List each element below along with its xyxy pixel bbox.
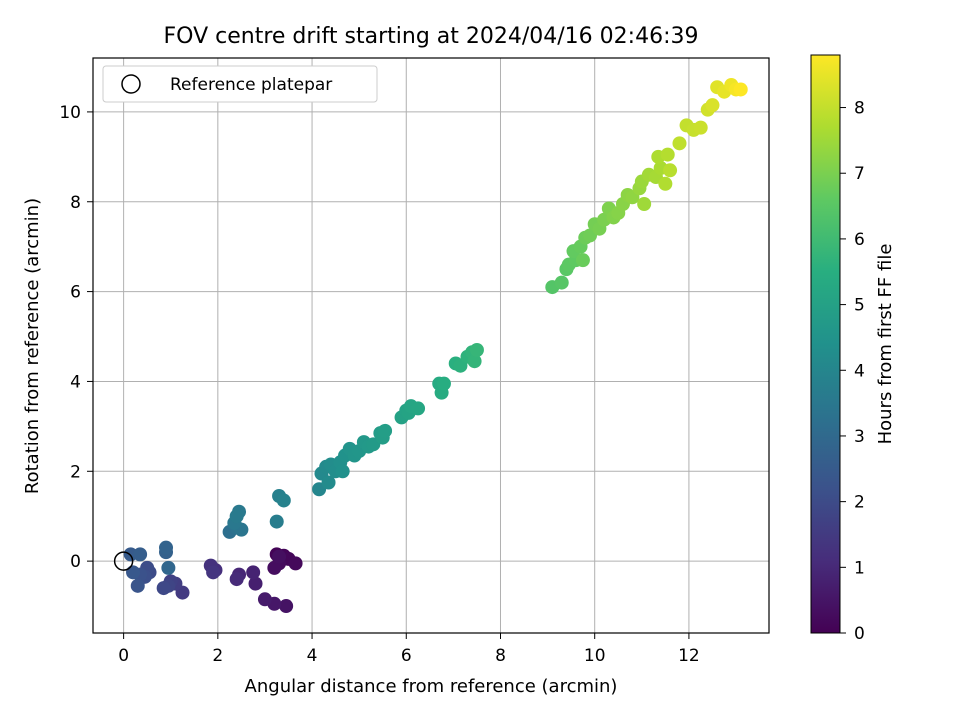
data-point: [672, 136, 687, 151]
x-tick-label: 12: [678, 646, 700, 666]
x-tick-label: 6: [401, 646, 412, 666]
data-point: [156, 581, 171, 596]
data-point: [133, 547, 148, 562]
data-point: [663, 163, 678, 178]
data-point: [229, 572, 244, 587]
data-point: [660, 147, 675, 162]
x-axis-ticks: 0 2 4 6 8 10 12: [118, 633, 700, 666]
legend-entry: Reference platepar: [170, 75, 332, 95]
y-tick-label: 0: [70, 552, 81, 572]
reference-platepar-marker: [113, 551, 134, 571]
colorbar-tick-label: 7: [854, 164, 865, 184]
colorbar-tick-label: 2: [854, 493, 865, 513]
legend: Reference platepar: [102, 65, 378, 103]
grid: [93, 58, 769, 633]
data-point: [159, 540, 174, 555]
legend-marker: [121, 74, 141, 94]
chart-title: FOV centre drift starting at 2024/04/16 …: [164, 24, 699, 49]
data-point: [335, 464, 350, 479]
colorbar-tick-label: 8: [854, 99, 865, 119]
y-tick-label: 2: [70, 462, 81, 482]
y-axis-label: Rotation from reference (arcmin): [22, 198, 43, 494]
colorbar-ticks: 0 1 2 3 4 5 6 7 8: [840, 99, 865, 644]
x-tick-label: 4: [307, 646, 318, 666]
x-tick-label: 0: [118, 646, 129, 666]
y-tick-label: 8: [70, 193, 81, 213]
data-point: [411, 401, 426, 416]
data-point: [206, 565, 221, 580]
colorbar-label: Hours from first FF file: [875, 244, 896, 445]
colorbar-tick-label: 5: [854, 296, 865, 316]
data-point: [658, 176, 673, 191]
data-point: [467, 354, 482, 369]
colorbar-tick-label: 6: [854, 230, 865, 250]
data-point: [288, 556, 303, 571]
colorbar-tick-label: 1: [854, 558, 865, 578]
data-points: [123, 77, 748, 614]
plot-frame: [92, 57, 770, 634]
data-point: [637, 196, 652, 211]
colorbar-gradient: [810, 54, 841, 634]
data-point: [436, 376, 451, 391]
data-point: [267, 560, 282, 575]
data-point: [469, 342, 484, 357]
x-tick-label: 10: [584, 646, 606, 666]
data-point: [321, 475, 336, 490]
data-point: [246, 565, 261, 580]
data-point: [733, 82, 748, 97]
data-point: [130, 578, 145, 593]
data-point: [272, 549, 287, 564]
colorbar-tick-label: 0: [854, 624, 865, 644]
data-point: [229, 509, 244, 524]
data-point: [257, 592, 272, 607]
x-axis-label: Angular distance from reference (arcmin): [245, 676, 618, 697]
y-tick-label: 10: [59, 103, 81, 123]
data-point: [126, 565, 141, 580]
colorbar-tick-label: 3: [854, 427, 865, 447]
data-point: [705, 98, 720, 113]
y-tick-label: 6: [70, 283, 81, 303]
data-point: [279, 599, 294, 614]
data-point: [248, 576, 263, 591]
colorbar-tick-label: 4: [854, 361, 865, 381]
y-tick-label: 4: [70, 372, 81, 392]
x-tick-label: 2: [212, 646, 223, 666]
x-tick-label: 8: [495, 646, 506, 666]
data-point: [575, 253, 590, 268]
y-axis-ticks: 0 2 4 6 8 10: [59, 103, 93, 572]
data-point: [554, 275, 569, 290]
data-point: [276, 493, 291, 508]
data-point: [161, 560, 176, 575]
data-point: [269, 514, 284, 529]
colorbar: 0 1 2 3 4 5 6 7 8 Hours from first FF file: [810, 54, 896, 644]
data-point: [378, 423, 393, 438]
legend-box: [102, 65, 378, 103]
data-point: [693, 120, 708, 135]
